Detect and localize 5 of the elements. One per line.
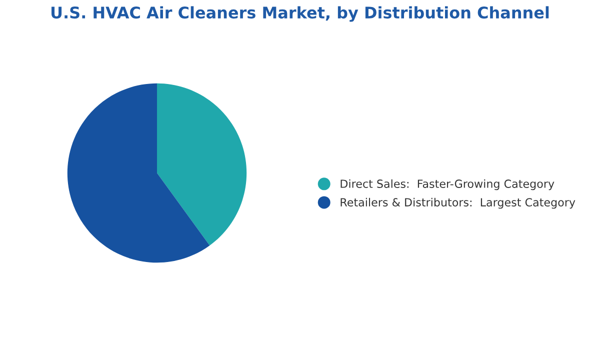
pie-slice — [157, 83, 247, 246]
legend-label: Retailers & Distributors: Largest Category — [340, 198, 576, 209]
chart-title: U.S. HVAC Air Cleaners Market, by Distribution Channel — [52, 6, 549, 22]
pie-slice — [67, 83, 210, 263]
legend-label: Direct Sales: Faster-Growing Category — [340, 179, 554, 190]
